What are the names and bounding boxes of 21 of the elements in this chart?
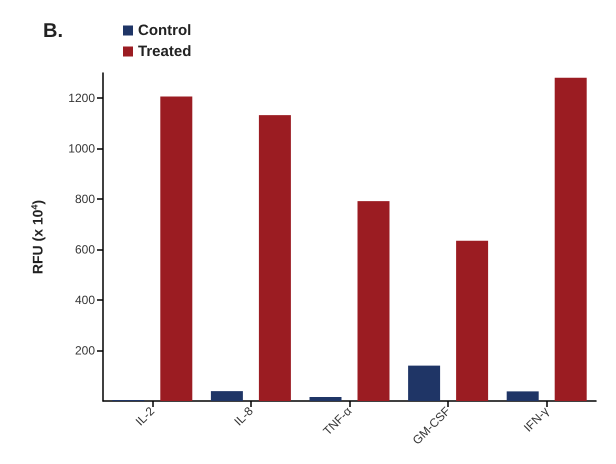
bar [358,201,390,401]
legend-label: Control [138,22,192,39]
bar [160,96,192,401]
bar [506,391,539,401]
legend-label: Treated [138,43,192,60]
y-tick-label: 400 [74,293,96,308]
chart-title: B. [43,20,63,42]
bar [554,78,587,401]
y-tick-label: 200 [74,344,96,358]
bar [456,240,488,401]
x-tick-label: IL-8 [231,404,256,429]
y-tick-label: 600 [74,242,96,257]
x-tick-label: IL-2 [132,404,158,429]
bar [310,396,342,401]
y-axis-title: RFU (x 104) [30,200,46,274]
bar [258,115,291,401]
y-tick-label: 800 [74,192,96,206]
bar [210,391,243,401]
y-tick-label: 1200 [68,91,96,106]
y-tick-label: 1000 [68,142,96,156]
bar [408,366,440,401]
